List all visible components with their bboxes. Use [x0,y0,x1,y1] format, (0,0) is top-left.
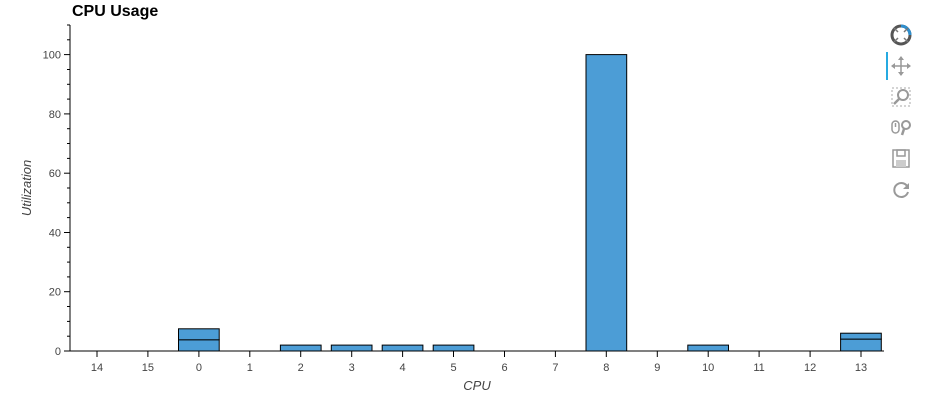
x-tick-label-cpu-13: 13 [855,362,867,374]
bar-cpu-13-segment-1 [840,332,882,340]
bokeh-logo-icon[interactable] [888,22,914,48]
y-tick-label: 60 [49,168,61,180]
x-tick-label-cpu-6: 6 [501,362,507,374]
x-tick-label-cpu-9: 9 [654,362,660,374]
x-tick-label-cpu-7: 7 [552,362,558,374]
y-tick-label: 80 [49,109,61,121]
x-tick-label-cpu-4: 4 [400,362,406,374]
x-tick-label-cpu-8: 8 [603,362,609,374]
y-tick-label: 0 [55,346,61,358]
x-tick-label-cpu-11: 11 [753,362,764,374]
y-tick-label: 20 [49,287,61,299]
bar-cpu-0-segment-1 [178,328,220,341]
bar-cpu-0-segment-0 [178,339,220,352]
active-tool-indicator [886,52,888,80]
save-icon[interactable] [888,146,914,172]
x-ticks-layer: 14 15 0 1 2 3 4 5 6 7 8 9 10 11 12 13 [91,351,867,374]
bar-cpu-5-segment-0 [432,344,475,352]
chart-title: CPU Usage [72,3,159,20]
bar-cpu-8-segment-0 [585,54,628,352]
bar-cpu-13-segment-0 [840,338,882,352]
x-tick-label-cpu-1: 1 [247,362,253,374]
y-tick-label: 100 [43,50,61,62]
x-tick-label-cpu-2: 2 [298,362,304,374]
x-tick-label-cpu-14: 14 [91,362,103,374]
reset-icon[interactable] [888,177,914,203]
bars-layer [178,54,882,352]
wheel-zoom-icon[interactable] [888,115,914,141]
y-axis-label: Utilization [19,160,34,216]
y-ticks-layer: 0 20 40 60 80 100 [43,24,70,358]
x-tick-label-cpu-3: 3 [349,362,355,374]
pan-icon[interactable] [888,53,914,79]
bar-cpu-10-segment-0 [687,344,729,352]
x-tick-label-cpu-12: 12 [804,362,816,374]
bar-cpu-4-segment-0 [381,344,424,352]
x-axis-label: CPU [463,378,491,393]
x-tick-label-cpu-15: 15 [142,362,154,374]
x-tick-label-cpu-10: 10 [702,362,714,374]
y-tick-label: 40 [49,228,61,240]
box-zoom-icon[interactable] [888,84,914,110]
toolbar [886,22,916,207]
bar-cpu-3-segment-0 [330,344,373,352]
x-tick-label-cpu-0: 0 [196,362,202,374]
bar-cpu-2-segment-0 [279,344,322,352]
x-tick-label-cpu-5: 5 [450,362,456,374]
